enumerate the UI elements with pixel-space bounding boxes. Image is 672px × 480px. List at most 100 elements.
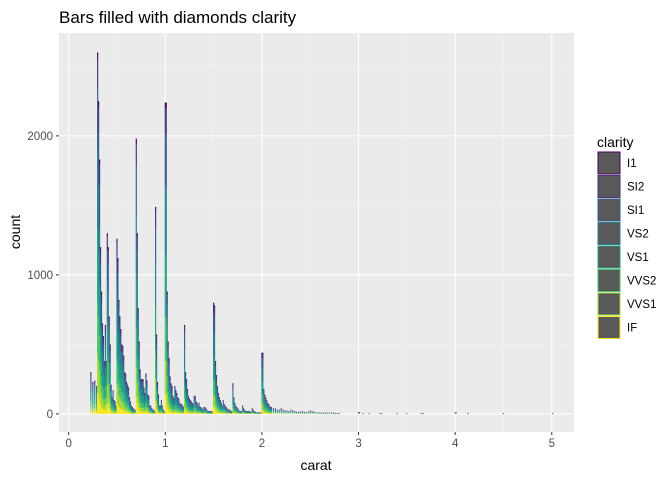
bar-segment-si2 <box>130 405 133 407</box>
bar-segment-si1 <box>238 410 240 411</box>
bar-segment-if <box>108 408 110 414</box>
bar-segment-vvs1 <box>110 408 112 413</box>
bar-segment-vvs2 <box>243 412 246 414</box>
y-tick-label: 0 <box>47 409 53 421</box>
bar-segment-vs1 <box>181 408 183 411</box>
bar-segment-vvs2 <box>270 411 273 413</box>
bar-segment-si1 <box>106 251 108 282</box>
bar-segment-vvs2 <box>129 410 132 412</box>
bar-segment-if <box>172 412 174 414</box>
bar-segment-si2 <box>196 403 198 404</box>
bar-segment-vvs2 <box>227 412 229 414</box>
bar-segment-vs1 <box>182 409 184 412</box>
bar-segment-vs1 <box>92 397 94 405</box>
bar-segment-vvs2 <box>112 406 114 410</box>
bar-segment-vvs2 <box>204 411 206 413</box>
bar-segment-vs2 <box>170 391 172 399</box>
bar-segment-vvs2 <box>282 412 284 414</box>
bar-segment-vs1 <box>163 412 165 414</box>
bar-segment-vvs1 <box>150 412 152 414</box>
bar-segment-vvs2 <box>123 395 125 405</box>
bar-segment-vs1 <box>157 404 160 408</box>
bar-segment-vvs1 <box>103 404 105 411</box>
bar-segment-if <box>137 407 139 414</box>
bar-segment-vs1 <box>218 405 220 409</box>
bar-segment-si1 <box>214 366 217 376</box>
bar-segment-vs2 <box>116 286 118 325</box>
bar-segment-i1 <box>98 101 100 108</box>
bar-segment-si1 <box>198 403 200 406</box>
bar-segment-si1 <box>197 406 199 408</box>
bar-segment-vs2 <box>282 410 284 412</box>
bar-segment-vs1 <box>227 411 229 413</box>
bar-segment-vvs1 <box>117 387 119 405</box>
bar-segment-vs2 <box>290 410 292 412</box>
bar-segment-vs1 <box>216 399 219 406</box>
bar-segment-vs1 <box>199 410 201 412</box>
bar-segment-vs2 <box>156 356 158 374</box>
bar-segment-vs1 <box>135 273 137 329</box>
bar-segment-si2 <box>235 405 237 407</box>
bar-segment-si2 <box>236 407 238 408</box>
bar-segment-vs2 <box>96 393 98 400</box>
bar-segment-si2 <box>104 326 106 334</box>
bar-segment-si1 <box>206 410 208 411</box>
bar-segment-vvs1 <box>197 412 199 414</box>
bar-segment-vs2 <box>266 403 268 407</box>
bar-segment-vvs2 <box>280 412 282 413</box>
bar-segment-vvs2 <box>158 411 161 413</box>
bar-segment-vvs1 <box>129 411 132 414</box>
bar-segment-if <box>218 412 220 414</box>
bar-segment-si1 <box>98 132 100 186</box>
bar-segment-si1 <box>130 406 133 408</box>
bar-segment-si1 <box>172 397 174 401</box>
bar-segment-vs1 <box>269 409 271 412</box>
bar-segment-si2 <box>102 337 105 344</box>
bar-segment-si2 <box>264 394 266 397</box>
bar-segment-vs1 <box>253 412 255 414</box>
bar-segment-vvs2 <box>192 410 194 413</box>
bar-segment-vvs1 <box>187 410 190 413</box>
bar-segment-si1 <box>155 227 157 263</box>
bar-segment-vs2 <box>98 185 100 255</box>
bar-segment-si1 <box>219 401 221 404</box>
bar-segment-if <box>106 403 108 414</box>
bar-segment-vs1 <box>251 411 253 413</box>
bar-segment-vvs2 <box>133 412 135 414</box>
bar-segment-vs1 <box>99 284 101 336</box>
bar-segment-si2 <box>175 390 177 393</box>
bar-segment-si1 <box>264 396 266 400</box>
bar-segment-vs2 <box>244 411 247 413</box>
bar-segment-si2 <box>268 404 270 406</box>
bar-segment-vs2 <box>132 409 134 412</box>
bar-segment-vvs2 <box>156 389 158 401</box>
bar-segment-vvs1 <box>226 412 228 414</box>
bar-segment-si1 <box>180 405 182 407</box>
bar-segment-vs1 <box>183 410 185 412</box>
bar-segment-si2 <box>124 373 126 377</box>
bar-segment-i1 <box>139 369 141 371</box>
bar-segment-si2 <box>181 404 183 406</box>
bar-segment-if <box>127 412 129 414</box>
bar-segment-if <box>90 411 92 414</box>
bar-segment-vvs1 <box>201 412 203 414</box>
bar-segment-vs1 <box>242 411 245 413</box>
bar-segment-si1 <box>201 408 203 410</box>
bar-segment-vvs1 <box>121 402 123 410</box>
bar-segment-i1 <box>118 299 120 303</box>
bar-segment-si1 <box>157 396 160 400</box>
bar-segment-si1 <box>148 397 150 401</box>
bar-segment-vvs1 <box>137 395 139 408</box>
bar-segment-i1 <box>126 381 128 383</box>
bar-segment-si2 <box>217 393 220 396</box>
bar-segment-i1 <box>120 329 122 331</box>
bar-segment-si1 <box>226 408 228 410</box>
bar-segment-vvs2 <box>266 409 268 412</box>
bar-segment-vs1 <box>178 406 180 410</box>
bar-segment-vs2 <box>221 407 223 410</box>
bar-segment-vvs2 <box>177 408 179 412</box>
bar-segment-vs1 <box>232 398 234 405</box>
bar-segment-vvs1 <box>233 411 235 413</box>
bar-segment-si2 <box>267 403 269 404</box>
bar-segment-vs1 <box>236 410 238 412</box>
